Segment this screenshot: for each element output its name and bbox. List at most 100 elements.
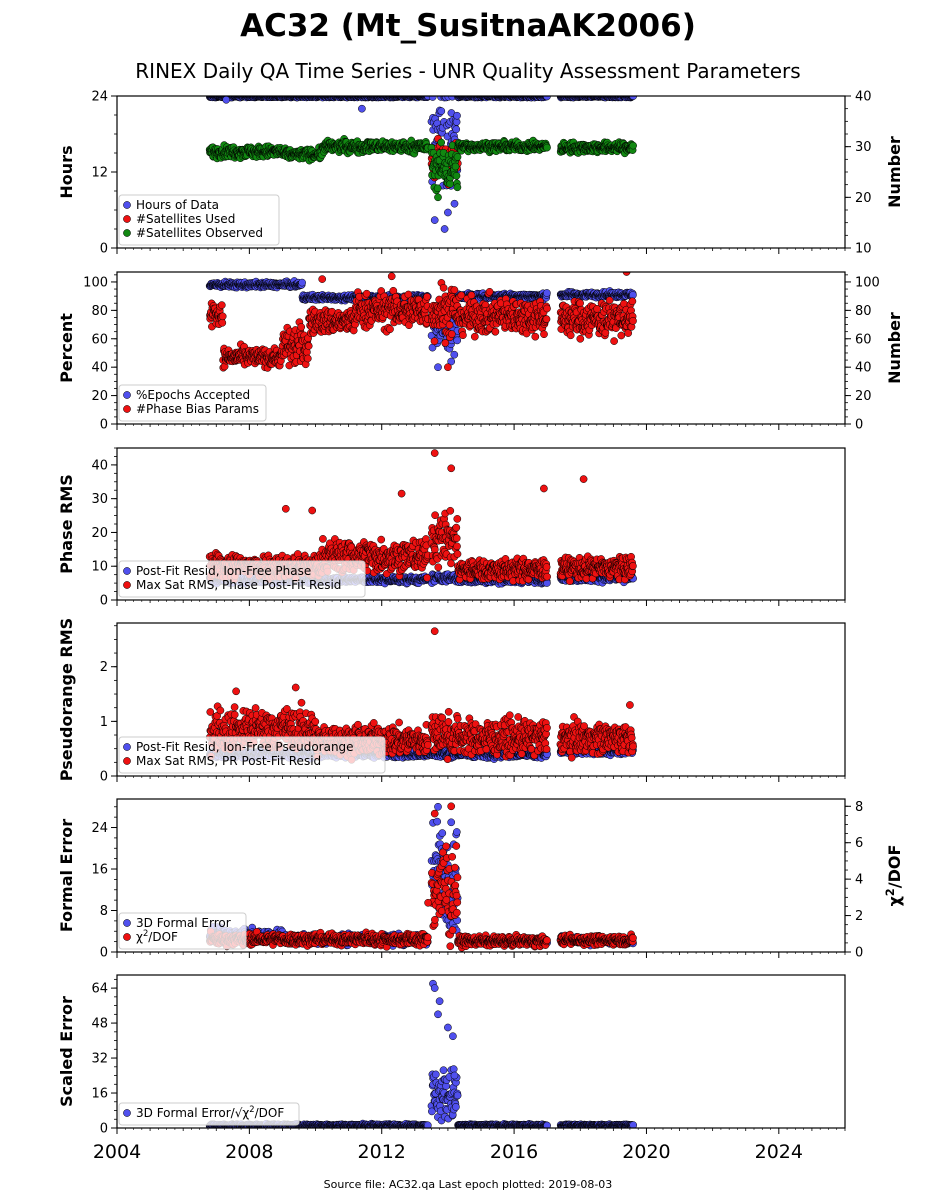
data-point [217,301,226,309]
y2-tick-label: 10 [855,242,872,257]
data-point [566,331,575,340]
legend-marker [123,229,131,237]
y2-tick-label: 20 [855,389,872,404]
data-point [485,287,494,296]
data-point [453,336,462,345]
legend-marker [123,201,131,209]
data-point [446,180,454,188]
y2-tick-label: 40 [855,90,872,105]
data-point [605,296,614,305]
y2-tick-label: 0 [855,418,863,433]
data-point [433,184,442,193]
y-axis-label: Percent [57,313,76,383]
data-point [447,330,456,338]
legend-label: Hours of Data [136,198,219,212]
data-point [450,286,459,294]
data-point [453,153,462,161]
data-point [610,337,618,345]
data-point [576,299,584,308]
data-point [440,225,449,233]
data-point [434,363,442,372]
legend-marker [123,215,131,223]
legend-label: #Satellites Used [136,212,235,226]
legend-marker [123,391,131,399]
data-point [428,96,437,101]
data-point [318,275,327,283]
data-point [459,331,467,340]
data-point [434,193,442,202]
data-point [362,289,371,298]
panel-2: 020406080100020406080100NumberPercent%Ep… [57,271,904,433]
data-point [452,125,461,134]
y-tick-label: 100 [83,275,108,290]
data-point [531,332,540,341]
data-point [430,216,439,224]
data-point [624,329,633,337]
y2-tick-label: 40 [855,361,872,376]
data-point [387,272,396,281]
data-point [450,350,459,359]
y2-axis-label: Number [885,312,904,384]
data-marks [205,272,637,372]
data-marks [205,96,638,233]
data-point [470,332,479,341]
y2-tick-label: 30 [855,140,872,155]
y-tick-label: 24 [91,90,108,105]
y2-axis-label: Number [885,136,904,208]
data-point [445,321,454,329]
data-point [222,96,231,104]
data-point [453,183,462,192]
legend-label: %Epochs Accepted [136,388,250,402]
data-point [430,337,439,346]
y-tick-label: 60 [91,332,108,347]
legend-label: #Phase Bias Params [136,402,259,416]
y-tick-label: 12 [91,166,108,181]
data-point [444,208,452,217]
y2-tick-label: 100 [855,275,880,290]
chart-title: AC32 (Mt_SusitnaAK2006) [240,8,696,44]
data-point [423,292,431,301]
data-point [437,138,446,147]
data-point [542,315,551,323]
legend: Hours of Data#Satellites Used#Satellites… [118,194,280,246]
y2-tick-label: 80 [855,304,872,319]
data-point [629,141,637,150]
y2-tick-label: 20 [855,191,872,206]
y-axis-label: Hours [57,145,76,198]
data-point [467,291,476,300]
data-point [297,323,306,331]
y-tick-label: 80 [91,304,108,319]
series-green [205,135,637,202]
y-tick-label: 0 [100,418,108,433]
data-point [437,107,446,115]
data-point [218,312,227,321]
y2-tick-label: 60 [855,332,872,347]
data-point [304,342,313,350]
y-tick-label: 0 [100,242,108,257]
data-point [491,327,500,336]
data-point [444,363,452,372]
data-point [543,289,551,297]
data-point [543,304,551,313]
legend-frame [118,194,280,246]
data-point [628,297,637,306]
data-point [386,325,394,334]
data-point [540,330,548,339]
data-point [451,162,460,171]
data-point [453,111,461,120]
data-point [218,318,227,327]
legend-label: #Satellites Observed [136,226,263,240]
y-tick-label: 40 [91,361,108,376]
data-point [543,143,551,152]
legend-marker [123,405,131,413]
data-point [576,334,585,343]
data-point [629,317,637,325]
chart-subtitle: RINEX Daily QA Time Series - UNR Quality… [135,59,800,83]
data-point [617,331,626,340]
data-point [358,104,366,113]
legend: %Epochs Accepted#Phase Bias Params [118,384,267,422]
data-point [452,171,461,180]
